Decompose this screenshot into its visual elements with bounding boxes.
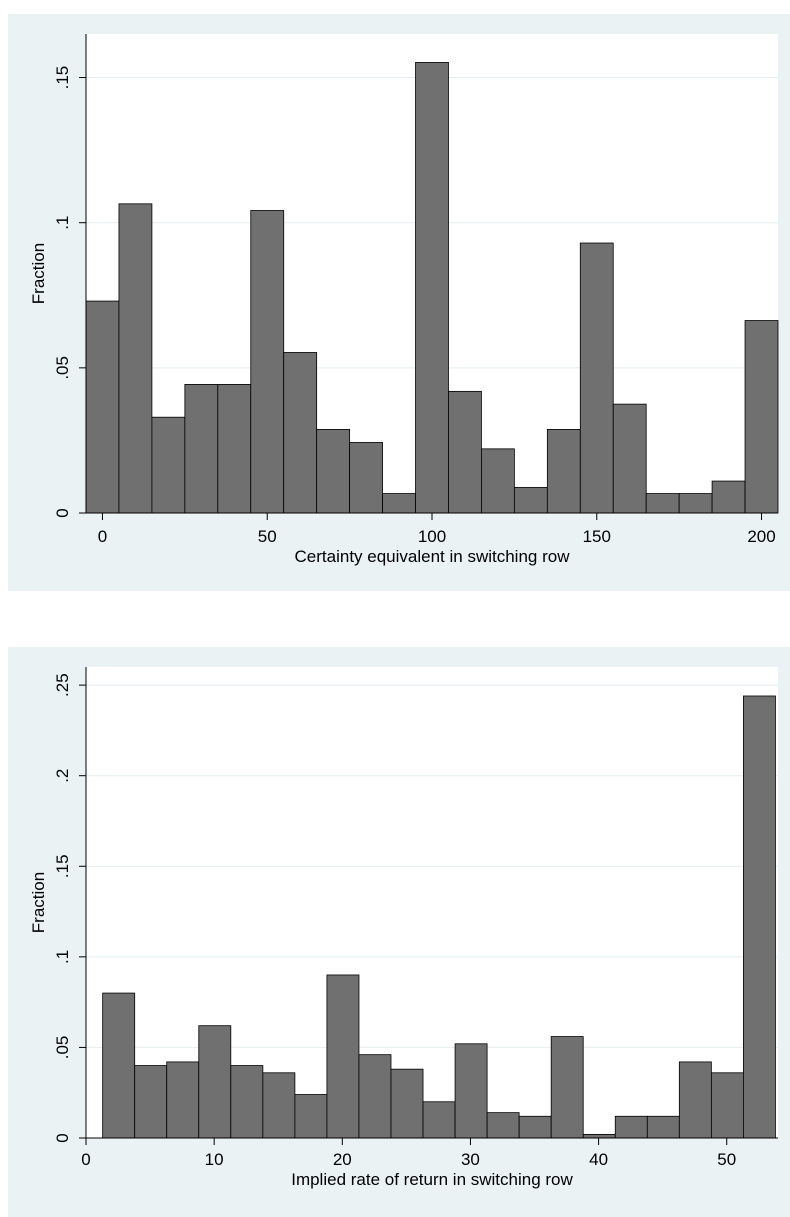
y-tick-label: .05	[53, 356, 72, 380]
y-tick-label: 0	[53, 508, 72, 517]
histogram-bar	[481, 448, 515, 514]
y-tick-label: .25	[53, 673, 72, 697]
x-tick-label: 50	[717, 1150, 736, 1169]
x-tick-label: 20	[333, 1150, 352, 1169]
x-tick-label: 100	[418, 527, 446, 546]
histogram-bar	[316, 428, 351, 514]
histogram-bar	[184, 383, 219, 514]
histogram-bar	[518, 1115, 552, 1139]
x-tick-label: 50	[258, 527, 277, 546]
chart-panel-top: 0 .05 .1 .15 0 50 100 150 200 Certainty equivalen…	[8, 14, 790, 591]
histogram-bar	[166, 1061, 200, 1139]
histogram-bar	[550, 1036, 584, 1139]
histogram-bar	[85, 300, 120, 514]
histogram-bar	[614, 1115, 648, 1139]
histogram-bar	[118, 203, 153, 514]
x-tick-label: 0	[98, 527, 107, 546]
y-tick-label: .1	[53, 950, 72, 964]
histogram-bar	[294, 1094, 328, 1139]
y-tick-label: .15	[53, 66, 72, 90]
histogram-bar	[486, 1112, 520, 1139]
histogram-bar	[678, 1061, 712, 1139]
histogram-bar	[283, 352, 318, 514]
x-axis-title: Implied rate of return in switching row	[291, 1170, 573, 1189]
histogram-bar	[390, 1068, 424, 1139]
histogram-bar	[382, 493, 416, 514]
x-tick-label: 200	[747, 527, 775, 546]
histogram-bar	[646, 1115, 680, 1139]
chart-panel-bottom: 0 .05 .1 .15 .2 .25 0 10 20 30 40 50 Implied rate of…	[8, 647, 790, 1217]
y-tick-label: .1	[53, 216, 72, 230]
histogram-bar	[743, 695, 776, 1139]
histogram-bar	[454, 1043, 488, 1139]
y-tick-label: .2	[53, 769, 72, 783]
x-tick-label: 40	[589, 1150, 608, 1169]
x-tick-label: 0	[81, 1150, 90, 1169]
histogram-bar	[217, 383, 252, 514]
histogram-bar	[744, 320, 779, 514]
histogram-certainty-equivalent: 0 .05 .1 .15 0 50 100 150 200 Certainty equivalen…	[29, 34, 779, 566]
histogram-bar	[358, 1054, 392, 1139]
y-axis-title: Fraction	[29, 243, 48, 304]
y-tick-label: 0	[53, 1133, 72, 1142]
histogram-bar	[326, 974, 360, 1139]
histogram-bar	[546, 428, 581, 514]
y-axis-title: Fraction	[29, 872, 48, 933]
histogram-bar	[198, 1025, 232, 1139]
histogram-bar	[711, 480, 746, 514]
histogram-bar	[448, 390, 482, 514]
histogram-bar	[134, 1065, 168, 1139]
histogram-bar	[710, 1072, 744, 1139]
histogram-bar	[612, 403, 647, 514]
histogram-bar	[422, 1101, 456, 1139]
histogram-bar	[151, 416, 186, 514]
histogram-bar	[230, 1065, 264, 1139]
histogram-bar	[349, 442, 383, 514]
x-axis-title: Certainty equivalent in switching row	[295, 547, 571, 566]
x-tick-label: 30	[461, 1150, 480, 1169]
histogram-implied-rate-of-return: 0 .05 .1 .15 .2 .25 0 10 20 30 40 50 Implied rate of…	[29, 667, 778, 1189]
histogram-bar	[415, 62, 449, 514]
y-tick-label: .15	[53, 854, 72, 878]
histogram-bar	[102, 992, 136, 1139]
histogram-bar	[513, 487, 548, 514]
x-tick-label: 150	[583, 527, 611, 546]
histogram-bar	[582, 1133, 616, 1139]
histogram-bar	[262, 1072, 296, 1139]
y-tick-label: .05	[53, 1036, 72, 1060]
histogram-bar	[250, 210, 285, 514]
histogram-bar	[579, 242, 614, 514]
histogram-bar	[645, 493, 680, 514]
histogram-bar	[678, 493, 713, 514]
x-tick-label: 10	[205, 1150, 224, 1169]
